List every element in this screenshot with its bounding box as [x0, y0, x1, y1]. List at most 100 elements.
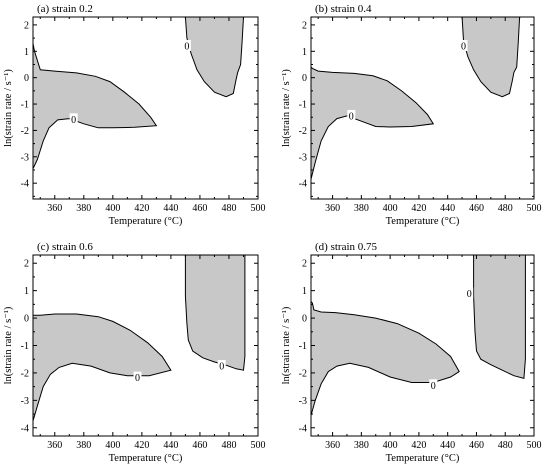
contour-label: 0: [184, 42, 189, 53]
contour-label-bg: [133, 371, 142, 383]
x-tick-label: 500: [251, 203, 266, 214]
x-tick-label: 420: [134, 203, 149, 214]
x-tick-label: 420: [134, 440, 149, 451]
x-tick-label: 360: [47, 203, 62, 214]
contour-label-bg: [459, 40, 468, 52]
x-tick-label: 440: [440, 440, 455, 451]
y-tick-label: 2: [302, 20, 307, 31]
x-axis-title: Temperature (°C): [386, 216, 460, 227]
x-tick-label: 360: [325, 203, 340, 214]
y-tick-label: -2: [21, 126, 29, 137]
plot-area: 00: [33, 255, 246, 422]
y-tick-label: -1: [299, 341, 307, 352]
y-tick-label: -3: [21, 152, 29, 163]
x-tick-label: 380: [76, 203, 91, 214]
high-temperature-region: [184, 255, 246, 371]
x-tick-label: 360: [47, 440, 62, 451]
x-tick-label: 380: [76, 440, 91, 451]
axes-frame: [310, 16, 535, 200]
y-tick-label: 1: [24, 47, 29, 58]
contour-label-bg: [69, 113, 78, 125]
x-axis-title: Temperature (°C): [386, 453, 460, 464]
x-tick-label: 460: [469, 203, 484, 214]
y-tick-label: -3: [299, 152, 307, 163]
contour-label: 0: [219, 362, 224, 373]
x-tick-label: 460: [192, 203, 207, 214]
low-temperature-region: [311, 300, 460, 416]
y-tick-label: -4: [299, 179, 307, 190]
y-tick-label: 2: [24, 20, 29, 31]
x-tick-label: 380: [354, 440, 369, 451]
x-tick-label: 360: [325, 440, 340, 451]
contour-label-bg: [217, 360, 226, 372]
contour-label-bg: [347, 109, 356, 121]
low-temperature-region: [33, 313, 172, 422]
high-temperature-region: [461, 17, 521, 98]
x-tick-label: 480: [498, 203, 513, 214]
x-tick-label: 480: [221, 203, 236, 214]
y-tick-label: -4: [299, 423, 307, 434]
y-tick-label: 0: [24, 314, 29, 325]
x-tick-label: 400: [105, 203, 120, 214]
x-tick-label: 460: [469, 440, 484, 451]
x-tick-label: 480: [498, 440, 513, 451]
contour-label: 0: [431, 381, 436, 392]
x-tick-label: 400: [383, 440, 398, 451]
contour-label: 0: [349, 111, 354, 122]
panel-label: (d) strain 0.75: [315, 241, 378, 253]
x-axis-title: Temperature (°C): [109, 453, 183, 464]
plot-area: 00: [311, 255, 526, 416]
y-tick-label: -2: [21, 368, 29, 379]
low-temperature-region: [33, 43, 158, 169]
y-tick-label: -4: [21, 179, 29, 190]
y-axis-title: ln(strain rate / s⁻¹): [3, 69, 14, 147]
x-tick-label: 460: [192, 440, 207, 451]
x-tick-label: 420: [411, 440, 426, 451]
panel-label: (c) strain 0.6: [37, 241, 93, 253]
y-tick-label: 0: [302, 314, 307, 325]
high-temperature-region: [473, 255, 526, 380]
plot-area: 00: [33, 17, 245, 169]
y-tick-label: 2: [302, 259, 307, 270]
contour-label-bg: [182, 40, 191, 52]
high-temperature-region: [184, 17, 245, 98]
y-axis-title: ln(strain rate / s⁻¹): [281, 69, 292, 147]
y-tick-label: 0: [24, 73, 29, 84]
y-tick-label: 1: [302, 286, 307, 297]
y-tick-label: -3: [21, 396, 29, 407]
y-tick-label: -1: [21, 100, 29, 111]
y-tick-label: -2: [299, 368, 307, 379]
x-tick-label: 500: [527, 203, 542, 214]
y-tick-label: -2: [299, 126, 307, 137]
low-temperature-region: [311, 66, 435, 180]
y-tick-label: -1: [299, 100, 307, 111]
contour-label-bg: [429, 379, 438, 391]
y-tick-label: 2: [24, 259, 29, 270]
y-axis-title: ln(strain rate / s⁻¹): [281, 306, 292, 384]
y-tick-label: -1: [21, 341, 29, 352]
contour-label: 0: [71, 115, 76, 126]
x-tick-label: 400: [383, 203, 398, 214]
panel-label: (a) strain 0.2: [37, 3, 93, 15]
y-tick-label: 1: [24, 286, 29, 297]
plot-area: 00: [311, 17, 521, 180]
y-tick-label: -3: [299, 396, 307, 407]
contour-label: 0: [467, 289, 472, 300]
axes-frame: [32, 16, 259, 200]
contour-label: 0: [461, 42, 466, 53]
x-tick-label: 440: [440, 203, 455, 214]
x-tick-label: 420: [411, 203, 426, 214]
x-tick-label: 500: [251, 440, 266, 451]
contour-label: 0: [135, 373, 140, 384]
y-tick-label: 1: [302, 47, 307, 58]
contour-label-bg: [465, 287, 474, 299]
x-tick-label: 500: [527, 440, 542, 451]
x-tick-label: 400: [105, 440, 120, 451]
y-tick-label: 0: [302, 73, 307, 84]
x-axis-title: Temperature (°C): [109, 216, 183, 227]
